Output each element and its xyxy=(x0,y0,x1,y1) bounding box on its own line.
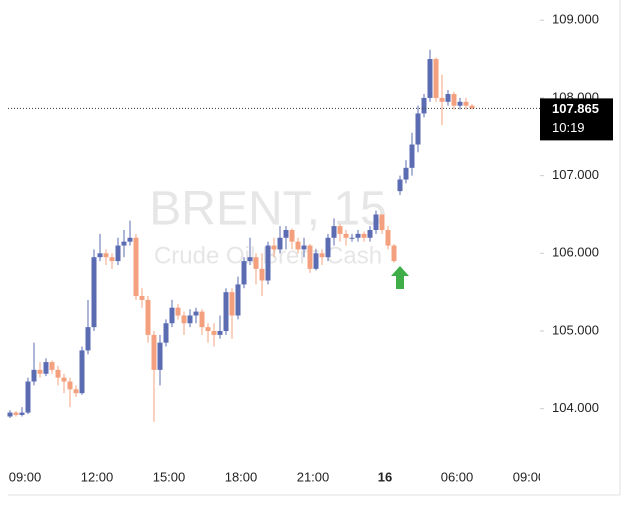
candle-body xyxy=(163,323,169,343)
candle-body xyxy=(133,237,139,297)
y-tick-label: 106.000 xyxy=(552,245,599,260)
candle-body xyxy=(13,412,19,415)
candle-body xyxy=(403,167,409,180)
x-tick-label: 09:00 xyxy=(9,469,42,484)
candle-body xyxy=(199,311,205,328)
candle-body xyxy=(265,245,271,281)
candle-body xyxy=(397,179,403,192)
candle-body xyxy=(235,284,241,316)
candle-body xyxy=(91,257,97,328)
candle-body xyxy=(277,237,283,250)
x-tick-label: 16 xyxy=(378,469,392,484)
candle-body xyxy=(187,315,193,324)
candle-body xyxy=(337,226,343,234)
candle-body xyxy=(61,377,67,382)
candle-body xyxy=(19,412,25,415)
candle-body xyxy=(415,113,421,145)
candle-body xyxy=(253,257,259,269)
candle-body xyxy=(55,369,61,378)
y-tick-label: 109.000 xyxy=(552,12,599,27)
candle-body xyxy=(469,105,475,109)
watermark-title: BRENT, 15 xyxy=(149,183,386,236)
candle-body xyxy=(325,237,331,258)
candle-body xyxy=(367,230,373,238)
candle-body xyxy=(343,233,349,238)
y-tick-label: 105.000 xyxy=(552,322,599,337)
candle-body xyxy=(247,257,253,262)
signal-arrow xyxy=(391,266,409,289)
candle-body xyxy=(31,369,37,382)
candle-body xyxy=(433,59,439,98)
candle-body xyxy=(271,245,277,250)
countdown-label: 10:19 xyxy=(552,120,585,135)
x-tick-label: 06:00 xyxy=(441,469,474,484)
x-tick-label: 12:00 xyxy=(81,469,114,484)
candle-body xyxy=(193,311,199,316)
candle-body xyxy=(349,237,355,239)
candle-body xyxy=(259,268,265,281)
candle-body xyxy=(181,315,187,324)
candle-body xyxy=(445,94,451,102)
candle-body xyxy=(169,307,175,324)
candle-body xyxy=(427,59,433,98)
candle-body xyxy=(391,245,397,262)
candle-body xyxy=(79,350,85,394)
x-tick-label: 09:00 xyxy=(513,469,546,484)
candle-body xyxy=(127,237,133,242)
candle-body xyxy=(307,245,313,269)
candle-body xyxy=(43,362,49,374)
candle-body xyxy=(7,412,13,417)
candle-body xyxy=(115,245,121,262)
candle-body xyxy=(451,94,457,106)
candle-body xyxy=(175,307,181,316)
x-tick-label: 15:00 xyxy=(153,469,186,484)
candle-body xyxy=(361,233,367,238)
candle-body xyxy=(463,101,469,106)
candle-body xyxy=(439,97,445,102)
candle-body xyxy=(121,241,127,246)
candle-body xyxy=(211,331,217,335)
candle-body xyxy=(283,230,289,238)
candle-body xyxy=(379,214,385,230)
candle-body xyxy=(301,245,307,250)
x-tick-label: 21:00 xyxy=(297,469,330,484)
candle-body xyxy=(97,253,103,258)
x-axis: 09:00 12:00 15:00 18:00 21:00 16 06:00 09:00 xyxy=(9,469,546,484)
candle-body xyxy=(73,389,79,394)
candle-body xyxy=(331,226,337,238)
candle-body xyxy=(151,334,157,370)
candle-body xyxy=(157,342,163,370)
candle-body xyxy=(373,214,379,230)
candle-body xyxy=(139,296,145,300)
candle-body xyxy=(223,292,229,332)
candle-body xyxy=(67,381,73,390)
candle-body xyxy=(457,101,463,106)
y-tick-label: 107.000 xyxy=(552,167,599,182)
candle-body xyxy=(37,369,43,374)
candle-body xyxy=(241,261,247,285)
candle-body xyxy=(145,299,151,335)
last-price-box xyxy=(540,98,613,141)
candle-body xyxy=(319,253,325,258)
candle-body xyxy=(409,144,415,168)
last-price-label: 107.865 xyxy=(552,101,599,116)
candle-body xyxy=(295,241,301,250)
candle-body xyxy=(421,97,427,114)
candle-body xyxy=(289,230,295,242)
candle-body xyxy=(103,253,109,258)
candle-body xyxy=(229,292,235,316)
y-tick-label: 104.000 xyxy=(552,400,599,415)
candle-body xyxy=(313,253,319,269)
candle-body xyxy=(205,327,211,332)
candle-body xyxy=(49,362,55,370)
candle-body xyxy=(109,257,115,262)
candle-body xyxy=(85,327,91,351)
candle-body xyxy=(385,230,391,246)
x-tick-label: 18:00 xyxy=(225,469,258,484)
candle-body xyxy=(355,233,361,238)
candle-body xyxy=(25,381,31,413)
candle-body xyxy=(217,331,223,335)
